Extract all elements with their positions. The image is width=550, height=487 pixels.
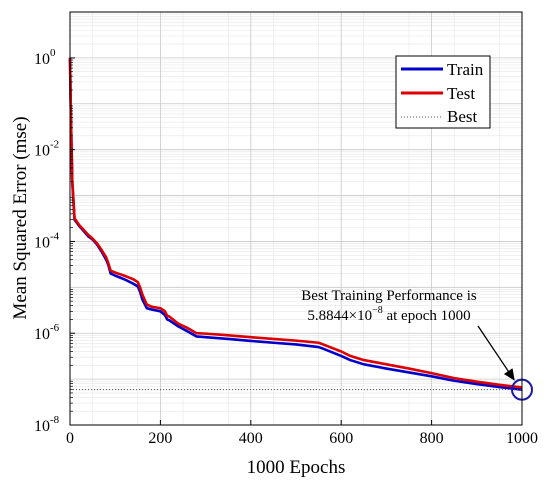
axis-ticks: 0 200 400 600 800 1000 100 10-2 10-4 10-6 10-8 — [34, 47, 538, 447]
annotation-line2: 5.8844×10−8 at epoch 1000 — [307, 305, 470, 324]
x-tick-label: 1000 — [506, 430, 538, 447]
axes-frame — [69, 11, 523, 426]
y-axis-label: Mean Squared Error (mse) — [10, 116, 31, 319]
y-tick-label: 10-8 — [34, 414, 60, 435]
series-line-test — [68, 57, 523, 389]
annotation-arrow — [477, 325, 515, 381]
x-tick-label: 0 — [66, 430, 74, 447]
best-annotation: Best Training Performance is 5.8844×10−8… — [301, 288, 515, 381]
series-lines — [68, 57, 523, 391]
y-tick-label: 10-2 — [34, 139, 59, 160]
y-tick-label: 100 — [34, 47, 56, 68]
y-tick-label: 10-6 — [34, 322, 60, 343]
legend-test-label: Test — [447, 84, 475, 103]
legend: Train Test Best — [395, 55, 491, 129]
annotation-line1: Best Training Performance is — [301, 288, 477, 304]
legend-best-label: Best — [447, 107, 478, 126]
x-tick-label: 200 — [148, 430, 172, 447]
x-tick-label: 600 — [329, 430, 353, 447]
x-axis-label: 1000 Epochs — [247, 457, 346, 478]
x-tick-label: 400 — [239, 430, 263, 447]
legend-train-label: Train — [447, 60, 484, 79]
x-tick-label: 800 — [420, 430, 444, 447]
y-tick-label: 10-4 — [34, 230, 60, 251]
